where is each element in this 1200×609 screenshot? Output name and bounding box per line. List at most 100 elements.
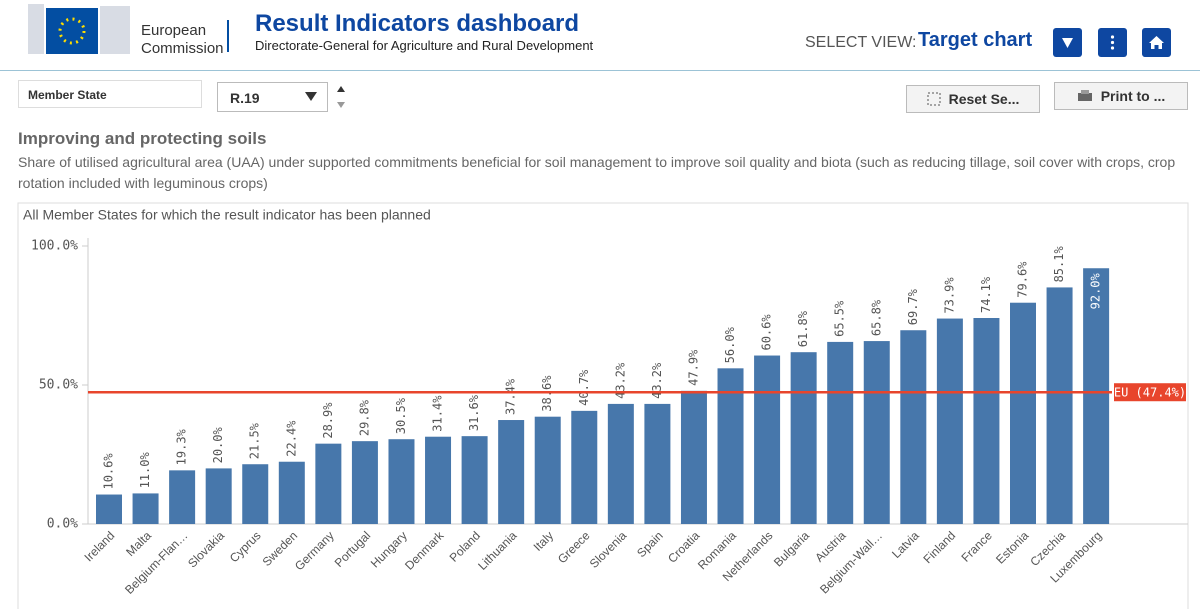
value-label: 37.4% (504, 378, 518, 415)
x-tick-label: Spain (634, 528, 666, 560)
header (0, 0, 1200, 71)
indicator-dropdown[interactable]: R.19 (217, 82, 328, 112)
reference-label: EU (47.4%) (1114, 386, 1186, 400)
y-tick-label: 0.0% (47, 517, 78, 532)
bar (169, 470, 196, 524)
spinner[interactable] (333, 82, 349, 112)
value-label: 20.0% (211, 427, 225, 464)
reset-button[interactable]: Reset Se... (906, 85, 1040, 113)
value-label: 29.8% (357, 399, 371, 436)
home-button[interactable] (1142, 28, 1171, 57)
x-tick-label: Bulgaria (771, 528, 812, 569)
eu-logo (28, 4, 130, 54)
bar (1010, 302, 1036, 524)
value-label: 61.8% (796, 310, 810, 347)
view-dropdown-button[interactable] (1053, 28, 1082, 57)
value-label: 10.6% (102, 453, 116, 490)
bar (1046, 287, 1073, 524)
x-tick-label: Finland (921, 528, 959, 566)
logo-text: European Commission (141, 22, 224, 58)
bar (607, 403, 634, 524)
bar (717, 368, 744, 524)
indicator-value: R.19 (230, 90, 260, 106)
value-label: 30.5% (394, 397, 408, 434)
bar (425, 436, 452, 524)
chart-title: All Member States for which the result i… (23, 207, 431, 223)
x-tick-label: Lithuania (475, 528, 520, 573)
value-label: 69.7% (906, 288, 920, 325)
bar (680, 390, 707, 524)
bar (900, 330, 927, 524)
value-label: 74.1% (979, 276, 993, 313)
bar (315, 443, 342, 524)
member-state-filter[interactable]: Member State (18, 80, 202, 108)
bar (132, 493, 159, 524)
bar (1083, 268, 1110, 524)
menu-button[interactable] (1098, 28, 1127, 57)
value-label: 92.0% (1089, 272, 1103, 309)
value-label: 28.9% (321, 402, 335, 439)
value-label: 43.2% (650, 362, 664, 399)
value-label: 60.6% (760, 314, 774, 351)
value-label: 65.5% (833, 300, 847, 337)
bar (571, 410, 598, 524)
value-label: 85.1% (1052, 246, 1066, 283)
x-tick-label: Estonia (993, 528, 1031, 566)
value-label: 21.5% (248, 422, 262, 459)
print-button[interactable]: Print to ... (1054, 82, 1188, 110)
x-tick-label: Ireland (82, 528, 118, 564)
bar (351, 441, 378, 524)
value-label: 56.0% (723, 326, 737, 363)
bar (936, 318, 963, 524)
bar (534, 416, 561, 524)
bar (863, 341, 890, 524)
bar (278, 461, 305, 524)
value-label: 31.4% (431, 395, 445, 432)
y-tick-label: 50.0% (39, 378, 78, 393)
value-label: 73.9% (942, 277, 956, 314)
x-tick-label: Malta (123, 528, 154, 559)
bar (790, 352, 817, 524)
dashboard-title: Result Indicators dashboard (255, 10, 580, 37)
value-label: 11.0% (138, 452, 152, 489)
select-view-label: SELECT VIEW: (805, 34, 917, 51)
x-tick-label: France (958, 528, 995, 565)
logo-line: European (141, 22, 207, 39)
section-title: Improving and protecting soils (18, 129, 267, 148)
bar (827, 341, 854, 524)
value-label: 79.6% (1016, 261, 1030, 298)
bar (388, 439, 415, 524)
bar (644, 403, 671, 524)
bar (205, 468, 232, 524)
value-label: 19.3% (175, 428, 189, 465)
x-tick-label: Portugal (332, 528, 374, 570)
dashboard-subtitle: Directorate-General for Agriculture and … (255, 38, 594, 53)
y-tick-label: 100.0% (31, 239, 78, 254)
x-tick-label: Denmark (402, 528, 447, 573)
bar (242, 464, 269, 524)
bar (96, 494, 122, 524)
bar (461, 436, 488, 524)
value-label: 65.8% (869, 299, 883, 336)
value-label: 31.6% (467, 394, 481, 431)
value-label: 22.4% (284, 420, 298, 457)
section-description: Share of utilised agricultural area (UAA… (18, 154, 1176, 191)
chart-panel (17, 202, 1189, 609)
value-label: 40.7% (577, 369, 591, 406)
bar (498, 420, 525, 524)
bar (754, 355, 781, 524)
value-label: 43.2% (613, 362, 627, 399)
reset-button-label: Reset Se... (948, 91, 1020, 107)
x-tick-label: Slovenia (587, 528, 630, 571)
x-tick-label: Cyprus (227, 528, 264, 565)
divider (227, 20, 229, 52)
print-button-label: Print to ... (1100, 88, 1166, 104)
x-tick-label: Germany (292, 528, 337, 573)
logo-line: Commission (141, 40, 224, 57)
x-tick-label: Latvia (889, 528, 922, 561)
select-view-value[interactable]: Target chart (918, 29, 1033, 51)
value-label: 47.9% (686, 349, 700, 386)
x-tick-label: Belgium-Flan… (122, 528, 190, 596)
